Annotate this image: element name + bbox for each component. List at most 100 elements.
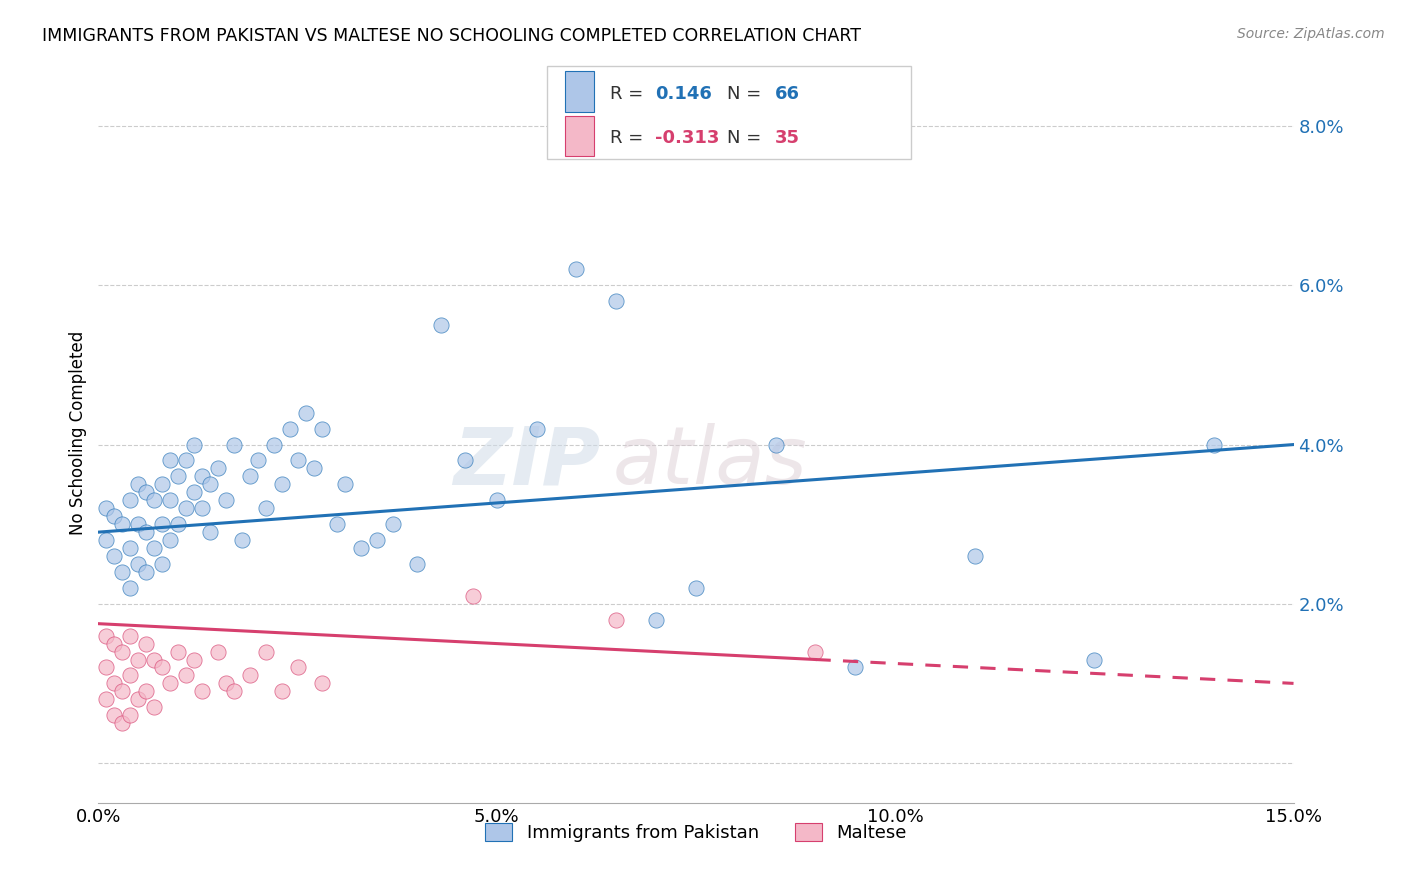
Point [207,644,229,658]
Point [454,453,477,467]
Point [270,684,292,698]
Point [239,668,262,682]
Point [167,644,190,658]
Point [1083,652,1105,666]
Point [96,692,118,706]
Point [103,637,125,651]
Point [844,660,866,674]
Point [150,517,173,532]
Point [326,517,349,532]
Point [294,406,316,420]
Point [127,557,149,571]
Point [198,477,221,491]
Point [111,684,134,698]
Point [143,541,166,555]
Point [645,613,668,627]
Point [159,493,181,508]
Point [111,644,134,658]
Point [127,517,149,532]
Point [335,477,357,491]
FancyBboxPatch shape [547,66,911,159]
Point [207,461,229,475]
Point [183,652,205,666]
Point [103,676,125,690]
Point [174,501,197,516]
Point [135,565,157,579]
Point [143,700,166,714]
Text: N =: N = [727,129,768,147]
Point [246,453,269,467]
Point [526,422,548,436]
Point [135,637,157,651]
Point [159,533,181,547]
Point [461,589,484,603]
Point [239,469,262,483]
Point [191,684,214,698]
Point [96,501,118,516]
Point [302,461,325,475]
Point [191,469,214,483]
Text: IMMIGRANTS FROM PAKISTAN VS MALTESE NO SCHOOLING COMPLETED CORRELATION CHART: IMMIGRANTS FROM PAKISTAN VS MALTESE NO S… [42,27,862,45]
Point [215,676,238,690]
Point [143,493,166,508]
Point [191,501,214,516]
Point [263,437,285,451]
Point [111,565,134,579]
Point [565,262,588,277]
Text: Source: ZipAtlas.com: Source: ZipAtlas.com [1237,27,1385,41]
Point [111,517,134,532]
Point [150,660,173,674]
Point [159,453,181,467]
Point [96,629,118,643]
Point [254,501,277,516]
Point [1202,437,1225,451]
Text: atlas: atlas [613,423,807,501]
Text: R =: R = [610,129,650,147]
Point [103,549,125,563]
Point [254,644,277,658]
Point [103,509,125,524]
Legend: Immigrants from Pakistan, Maltese: Immigrants from Pakistan, Maltese [478,815,914,849]
Point [765,437,787,451]
Text: R =: R = [610,85,650,103]
Point [150,477,173,491]
Y-axis label: No Schooling Completed: No Schooling Completed [69,331,87,534]
Point [120,541,142,555]
Point [120,581,142,595]
Point [685,581,707,595]
Point [430,318,453,333]
Point [135,485,157,500]
Point [183,437,205,451]
Point [96,533,118,547]
Point [963,549,986,563]
Text: N =: N = [727,85,768,103]
Point [350,541,373,555]
Point [278,422,301,436]
Point [183,485,205,500]
Point [605,613,627,627]
Point [215,493,238,508]
Point [222,684,245,698]
Point [198,525,221,540]
Text: 35: 35 [775,129,800,147]
Point [287,660,309,674]
Point [167,517,190,532]
Point [96,660,118,674]
Point [120,708,142,723]
Point [231,533,253,547]
Point [366,533,388,547]
Text: 0.146: 0.146 [655,85,713,103]
Point [159,676,181,690]
Text: -0.313: -0.313 [655,129,720,147]
Point [150,557,173,571]
Point [120,668,142,682]
Text: 66: 66 [775,85,800,103]
Point [311,676,333,690]
Point [605,294,627,309]
Point [120,493,142,508]
Point [174,668,197,682]
Point [804,644,827,658]
FancyBboxPatch shape [565,71,595,112]
Point [111,716,134,731]
FancyBboxPatch shape [565,116,595,156]
